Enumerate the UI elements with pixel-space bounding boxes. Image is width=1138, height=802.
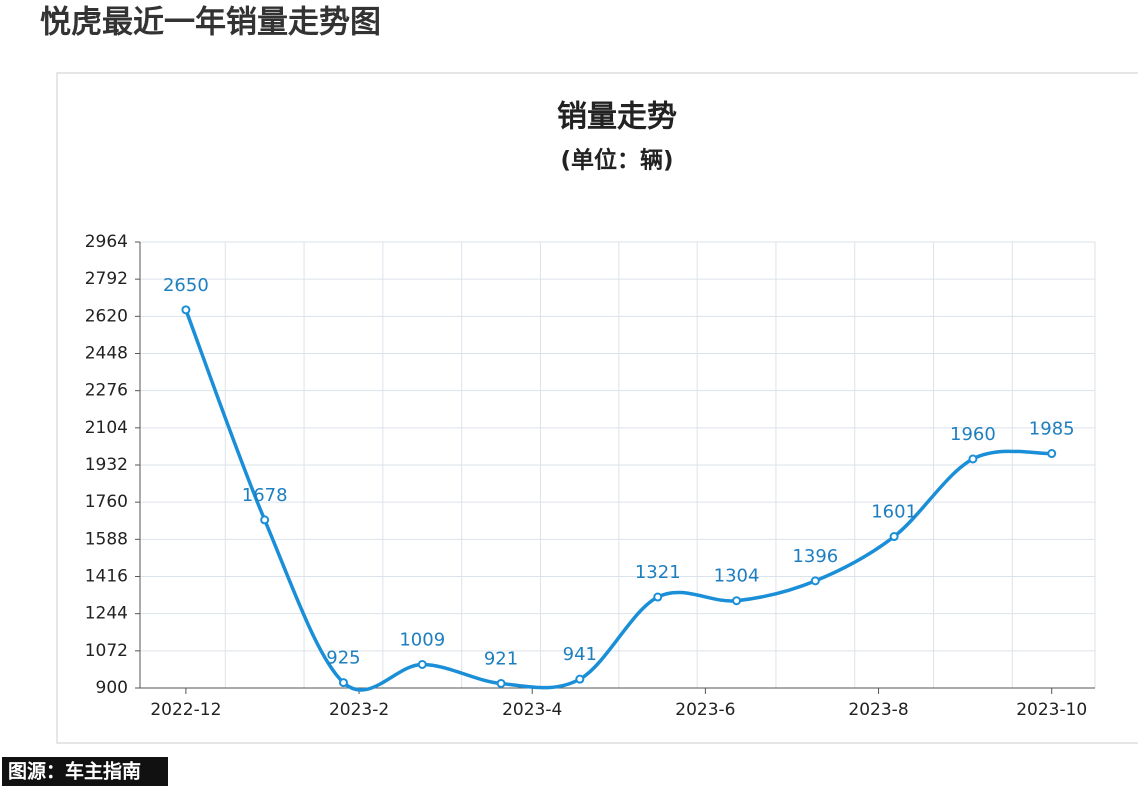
- point: [575, 674, 585, 684]
- chart-frame: [56, 72, 1138, 744]
- point: [732, 596, 742, 606]
- point: [260, 515, 270, 525]
- value-label: 1321: [635, 562, 681, 583]
- point: [417, 659, 427, 669]
- y-tick-label: 1760: [85, 492, 128, 512]
- y-tick-label: 2620: [85, 306, 128, 326]
- chart-subtitle: (单位：辆): [560, 147, 673, 174]
- value-label: 1601: [871, 502, 917, 523]
- y-tick-label: 2448: [85, 344, 128, 364]
- x-tick-label: 2023-8: [848, 700, 908, 720]
- value-label: 1009: [399, 629, 445, 650]
- point: [496, 678, 506, 688]
- x-tick-label: 2023-4: [502, 700, 562, 720]
- x-tick-label: 2023-2: [329, 700, 389, 720]
- y-tick-label: 2104: [85, 418, 128, 438]
- y-tick-label: 2964: [85, 232, 128, 252]
- page-heading: 悦虎最近一年销量走势图: [40, 5, 381, 41]
- point: [889, 532, 899, 542]
- value-label: 925: [326, 648, 360, 669]
- y-tick-label: 2276: [85, 381, 128, 401]
- value-label: 2650: [163, 275, 209, 296]
- point: [181, 305, 191, 315]
- chart-title: 销量走势: [557, 100, 677, 135]
- point: [653, 592, 663, 602]
- value-label: 921: [484, 648, 518, 669]
- point: [338, 678, 348, 688]
- y-tick-label: 900: [96, 678, 128, 698]
- point: [968, 454, 978, 464]
- x-tick-label: 2023-6: [675, 700, 735, 720]
- point: [810, 576, 820, 586]
- y-tick-label: 1072: [85, 641, 128, 661]
- y-tick-label: 1416: [85, 567, 128, 587]
- y-tick-label: 1244: [85, 604, 128, 624]
- value-label: 1985: [1029, 419, 1075, 440]
- value-label: 1396: [792, 546, 838, 567]
- value-label: 1678: [242, 485, 288, 506]
- y-tick-label: 1932: [85, 455, 128, 475]
- value-label: 941: [563, 644, 597, 665]
- source-bg: [2, 757, 168, 786]
- x-tick-label: 2022-12: [150, 700, 221, 720]
- x-tick-label: 2023-10: [1016, 700, 1087, 720]
- value-label: 1960: [950, 424, 996, 445]
- y-tick-label: 2792: [85, 269, 128, 289]
- point: [1047, 449, 1057, 459]
- source-note: 图源：车主指南: [8, 760, 141, 783]
- y-tick-label: 1588: [85, 529, 128, 549]
- value-label: 1304: [714, 566, 760, 587]
